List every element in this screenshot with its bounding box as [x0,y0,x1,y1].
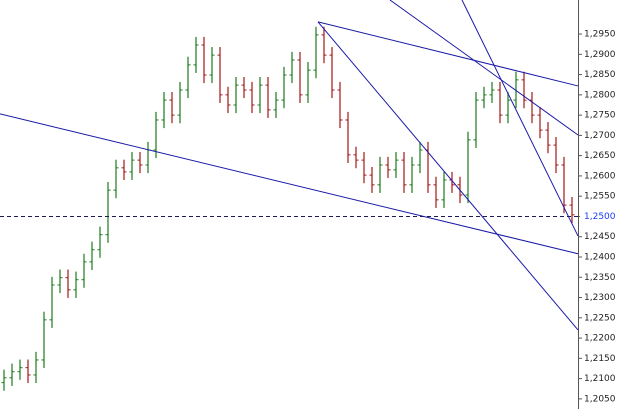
y-tick-label: 1,2050 [584,394,616,404]
trend-line [317,21,579,331]
current-price-box [580,210,626,223]
y-tick-label: 1,2350 [584,273,616,283]
y-tick-label: 1,2250 [584,313,616,323]
y-tick-label: 1,2600 [584,171,616,181]
y-tick-label: 1,2550 [584,192,616,202]
y-tick-label: 1,2300 [584,293,616,303]
y-tick-label: 1,2800 [584,90,616,100]
y-tick-label: 1,2200 [584,334,616,344]
trend-line [389,0,579,136]
trend-line [0,113,579,255]
y-tick-label: 1,2950 [584,30,616,40]
y-tick-label: 1,2650 [584,151,616,161]
trend-line [317,21,579,87]
y-tick-label: 1,2400 [584,252,616,262]
y-tick-label: 1,2700 [584,131,616,141]
y-tick-label: 1,2150 [584,354,616,364]
current-price-label: 1,2500 [584,212,616,222]
y-tick-label: 1,2100 [584,374,616,384]
y-tick-label: 1,2850 [584,70,616,80]
y-tick-label: 1,2750 [584,111,616,121]
y-tick-label: 1,2450 [584,232,616,242]
y-tick-label: 1,2900 [584,50,616,60]
trend-line [461,0,579,237]
